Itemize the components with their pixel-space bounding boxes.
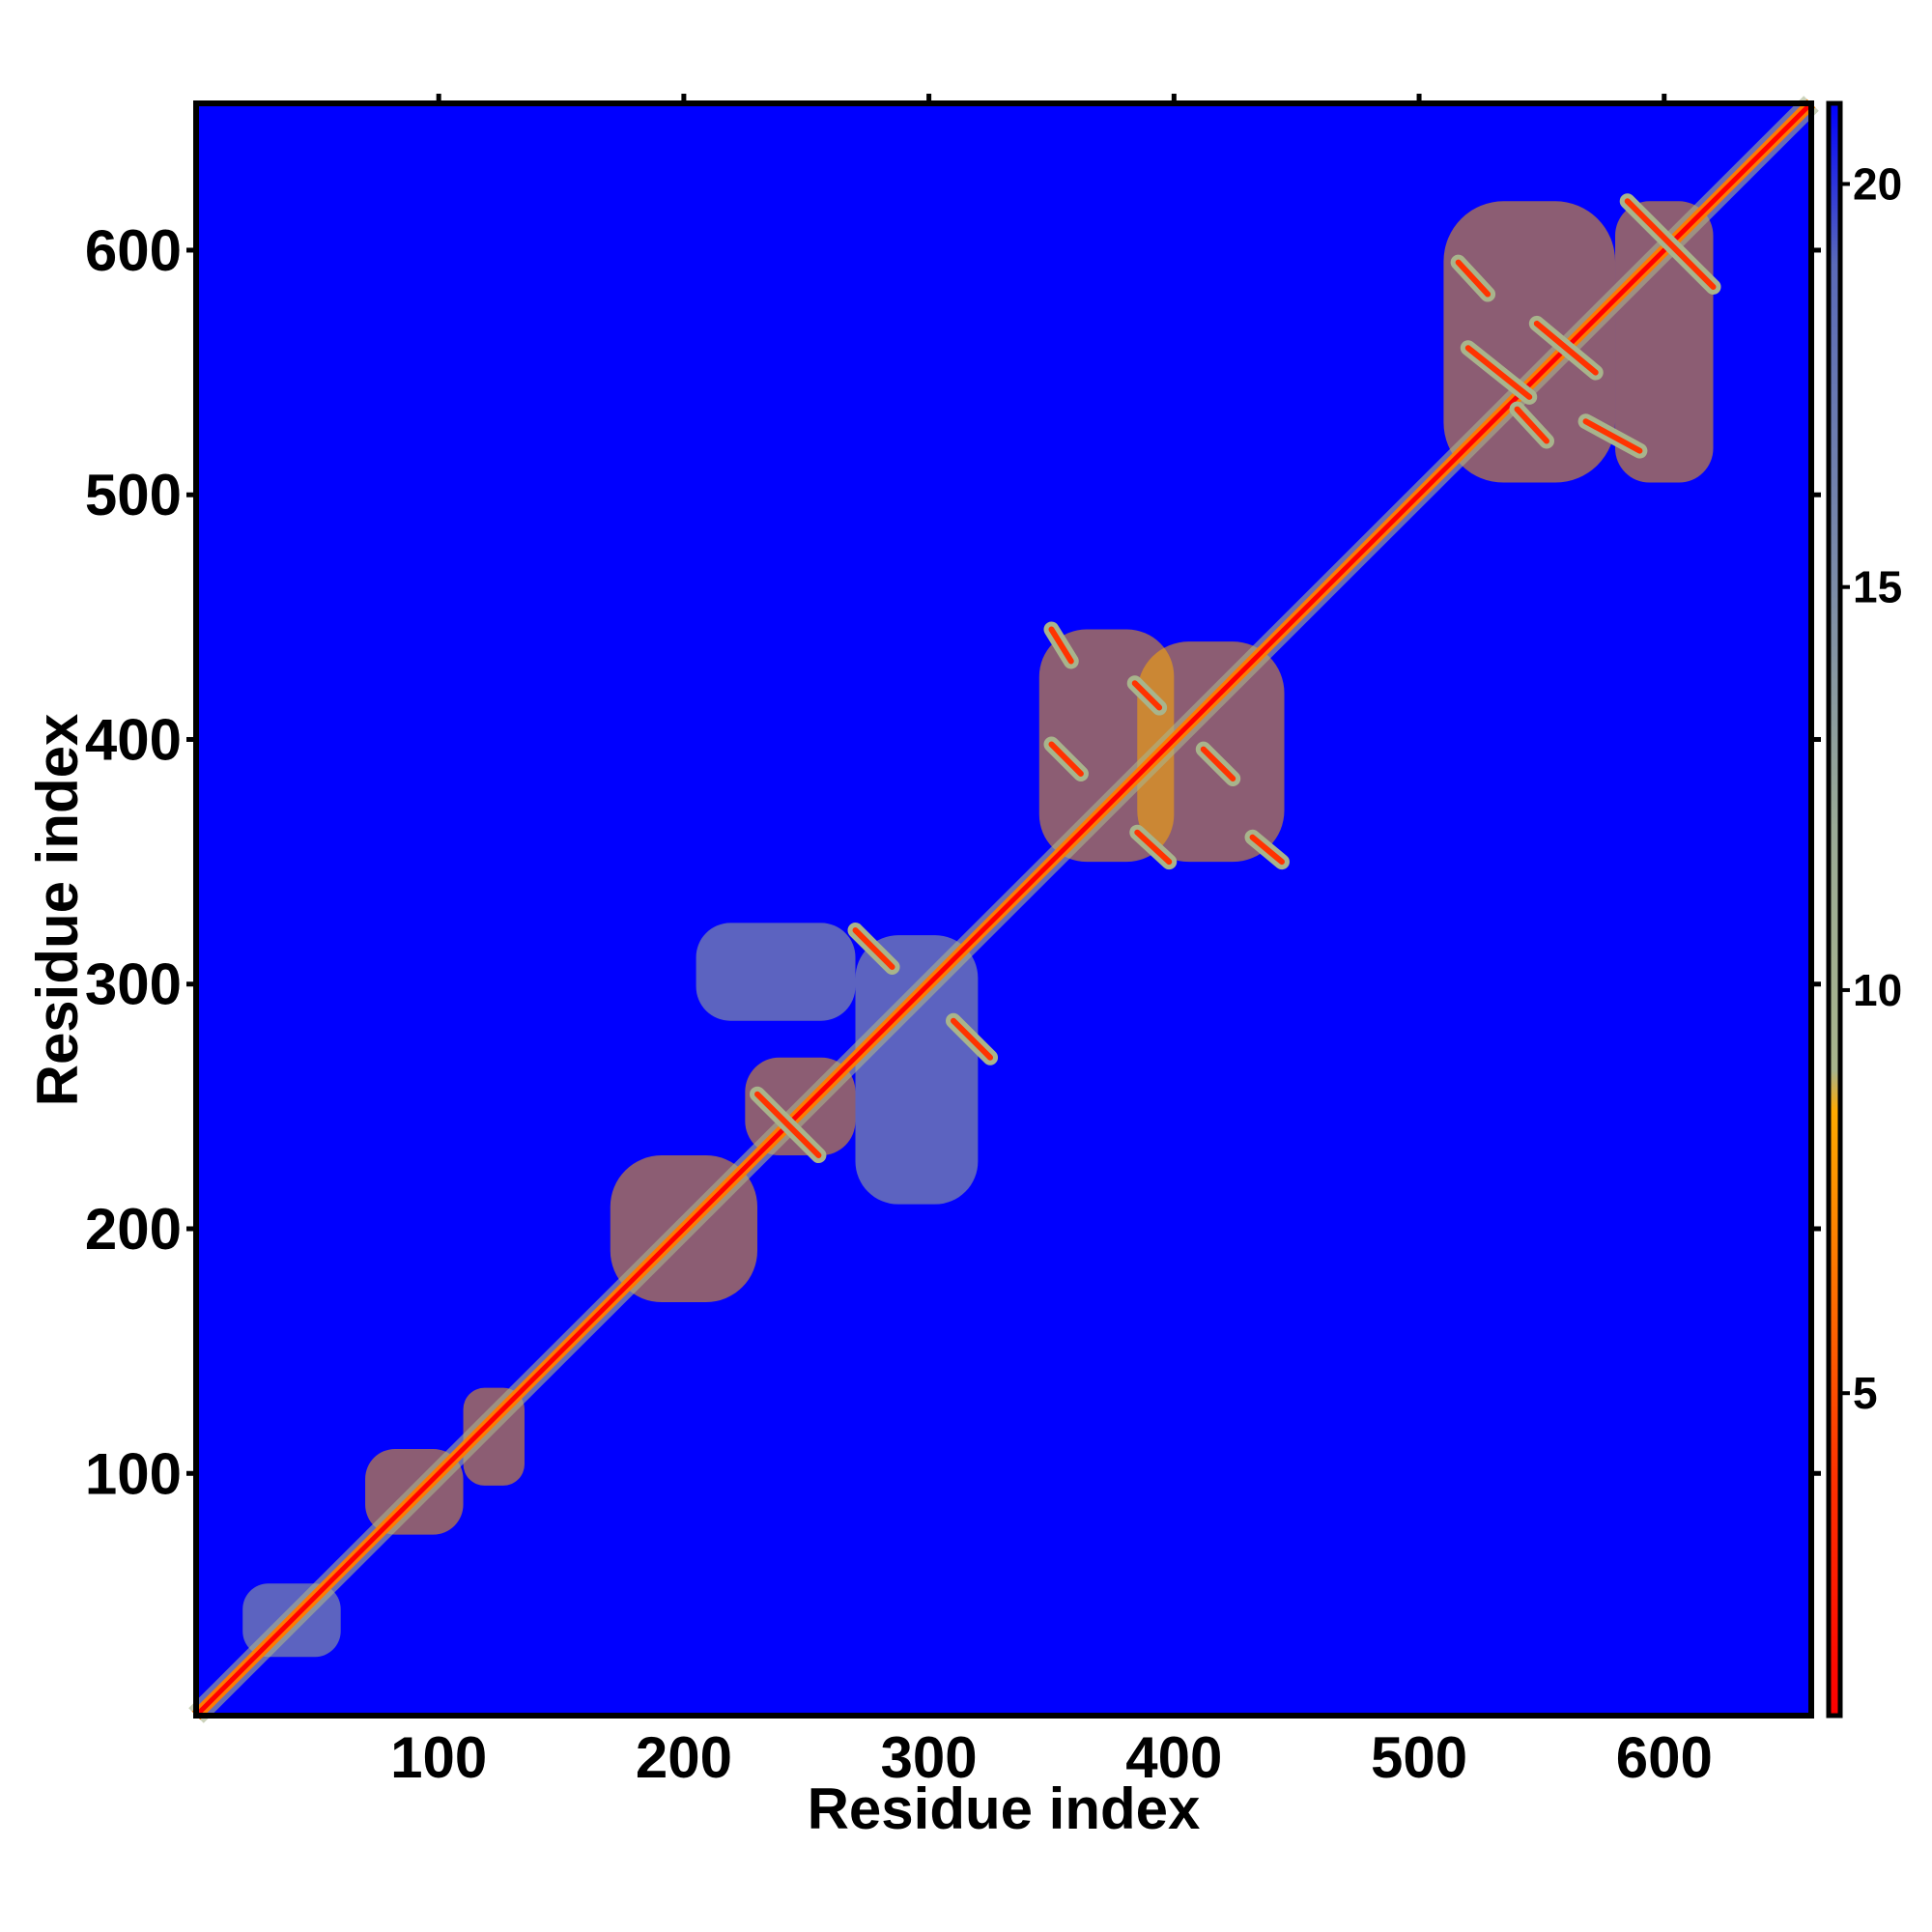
diagonal-core — [194, 101, 1813, 1718]
y-tick-label: 500 — [85, 463, 182, 527]
y-tick-label: 600 — [85, 218, 182, 283]
strand-contact-11 — [1533, 320, 1599, 376]
x-tick-label: 400 — [1125, 1725, 1222, 1790]
y-tick-label: 300 — [85, 952, 182, 1017]
colorbar — [1826, 100, 1843, 1719]
strand-contact-2 — [754, 1091, 822, 1159]
y-axis-title: Residue index — [25, 714, 90, 1107]
strand-contact-13 — [1514, 406, 1549, 444]
strand-contact-14 — [1582, 418, 1643, 454]
y-tick-label: 100 — [85, 1441, 182, 1506]
x-tick-label: 300 — [881, 1725, 978, 1790]
strand-contact-10 — [1624, 198, 1717, 290]
colorbar-tick-label: 20 — [1853, 158, 1902, 209]
contact-region-5 — [855, 935, 979, 1205]
x-axis-title: Residue index — [808, 1776, 1201, 1841]
colorbar-ticks: 5 10 15 20 — [1840, 158, 1902, 1418]
colorbar-tick-label: 15 — [1853, 562, 1902, 612]
x-tick-label: 200 — [636, 1725, 732, 1790]
strand-contact-7 — [1200, 746, 1236, 782]
heatmap-marks — [188, 96, 1819, 1723]
strand-contact-4 — [1131, 680, 1163, 711]
strand-contact-5 — [1048, 741, 1084, 777]
strand-contact-8 — [1249, 834, 1285, 866]
strand-contact-0 — [852, 927, 895, 971]
strand-contact-6 — [1134, 829, 1173, 866]
strand-contact-9 — [1455, 259, 1492, 298]
y-axis-ticks: 100 200 300 400 500 600 — [85, 218, 1821, 1506]
plot-frame — [193, 100, 1814, 1719]
y-tick-label: 200 — [85, 1197, 182, 1262]
colorbar-tick-label: 10 — [1853, 965, 1902, 1015]
x-tick-label: 100 — [390, 1725, 487, 1790]
contact-region-9 — [1443, 201, 1616, 483]
y-tick-label: 400 — [85, 707, 182, 772]
x-axis-ticks: 100 200 300 400 500 600 — [390, 94, 1713, 1790]
strand-contact-3 — [1048, 626, 1074, 665]
strand-contact-12 — [1464, 345, 1533, 400]
x-tick-label: 500 — [1371, 1725, 1467, 1790]
strand-contact-1 — [950, 1017, 994, 1061]
colorbar-tick-label: 5 — [1853, 1368, 1878, 1418]
contact-region-6 — [696, 923, 856, 1021]
x-tick-label: 600 — [1616, 1725, 1713, 1790]
